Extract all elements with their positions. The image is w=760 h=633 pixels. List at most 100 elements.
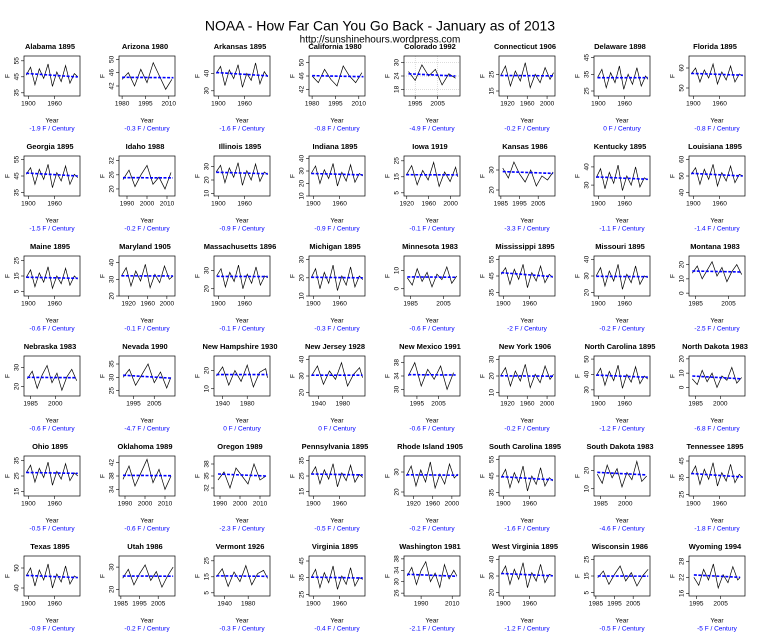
- x-axis-label: Year: [140, 618, 154, 625]
- trend-note: -0.1 F / Century: [219, 326, 265, 333]
- trend-note: -0.8 F / Century: [314, 126, 360, 133]
- y-axis-label: F: [195, 374, 202, 378]
- data-line: [405, 161, 459, 188]
- data-line: [122, 164, 172, 190]
- panel-title: South Carolina 1895: [489, 442, 561, 451]
- main-title: NOAA - How Far Can You Go Back - January…: [205, 18, 555, 34]
- y-tick-label: 30: [489, 355, 496, 363]
- trend-line: [216, 71, 268, 77]
- plot-frame: [498, 355, 556, 397]
- y-tick-label: 50: [299, 59, 306, 67]
- plot-frame: [498, 255, 556, 297]
- y-axis-label: F: [290, 474, 297, 478]
- x-tick-label: 1960: [237, 201, 252, 208]
- x-tick-label: 1995: [408, 101, 423, 108]
- data-line: [406, 461, 459, 490]
- y-tick-label: 50: [679, 84, 686, 92]
- y-tick-label: 20: [489, 589, 496, 597]
- x-tick-label: 1995: [132, 601, 147, 608]
- y-tick-label: 30: [204, 87, 211, 95]
- trend-line: [596, 176, 648, 181]
- x-tick-label: 1920: [400, 201, 415, 208]
- x-tick-label: 2005: [151, 601, 166, 608]
- x-tick-label: 1900: [686, 501, 701, 508]
- trend-line: [501, 572, 553, 577]
- x-tick-label: 1995: [126, 401, 141, 408]
- panel-title: Vermont 1926: [216, 542, 265, 551]
- trend-note: -0.1 F / Century: [409, 226, 455, 233]
- trend-note: -1.6 F / Century: [504, 526, 550, 533]
- data-line: [121, 264, 174, 289]
- x-axis-label: Year: [710, 318, 724, 325]
- x-tick-label: 1985: [688, 301, 703, 308]
- plot-frame: [213, 555, 271, 597]
- trend-note: -4.7 F / Century: [124, 426, 170, 433]
- x-axis-label: Year: [235, 418, 249, 425]
- y-tick-label: 40: [109, 259, 116, 267]
- panel-title: South Dakota 1983: [586, 442, 653, 451]
- x-tick-label: 2000: [160, 301, 175, 308]
- y-tick-label: 40: [584, 370, 591, 378]
- trend-note: -0.2 F / Century: [504, 126, 550, 133]
- x-axis-label: Year: [330, 118, 344, 125]
- plot-frame: [118, 555, 176, 597]
- y-tick-label: 10: [204, 189, 211, 197]
- y-tick-label: 35: [109, 360, 116, 368]
- plot-frame: [688, 555, 746, 597]
- x-tick-label: 1960: [712, 101, 727, 108]
- panel-title: Illinois 1895: [219, 142, 262, 151]
- trend-line: [216, 171, 268, 175]
- y-tick-label: 20: [109, 185, 116, 193]
- panel-title: West Virginia 1895: [492, 542, 558, 551]
- trend-line: [26, 574, 78, 579]
- y-tick-label: 20: [299, 274, 306, 282]
- plot-frame: [213, 55, 271, 97]
- x-tick-label: 2010: [162, 101, 177, 108]
- y-axis-label: F: [100, 174, 107, 178]
- panel-title: Florida 1895: [693, 42, 737, 51]
- trend-line: [26, 172, 78, 177]
- x-axis-label: Year: [520, 418, 534, 425]
- plot-frame: [118, 155, 176, 197]
- x-axis-label: Year: [520, 618, 534, 625]
- data-line: [690, 164, 743, 188]
- y-tick-label: 55: [14, 57, 21, 65]
- data-line: [25, 563, 78, 589]
- data-line: [122, 363, 172, 389]
- x-tick-label: 1960: [520, 101, 535, 108]
- trend-note: -5 F / Century: [697, 626, 737, 633]
- y-tick-label: 0: [679, 291, 686, 295]
- panel-title: Ohio 1895: [32, 442, 68, 451]
- y-tick-label: 40: [584, 163, 591, 171]
- y-tick-label: 20: [584, 467, 591, 475]
- y-tick-label: 38: [394, 555, 401, 563]
- y-tick-label: 20: [204, 285, 211, 293]
- y-tick-label: 45: [14, 73, 21, 81]
- plot-frame: [593, 355, 651, 397]
- x-tick-label: 1960: [332, 601, 347, 608]
- data-line: [692, 260, 743, 283]
- panel-title: Indiana 1895: [312, 142, 357, 151]
- x-tick-label: 2010: [352, 101, 367, 108]
- x-tick-label: 1900: [21, 601, 36, 608]
- y-axis-label: F: [670, 374, 677, 378]
- panel-title: Texas 1895: [30, 542, 69, 551]
- y-tick-label: 25: [109, 387, 116, 395]
- x-axis-label: Year: [235, 218, 249, 225]
- plot-frame: [213, 355, 271, 397]
- y-tick-label: 25: [394, 157, 401, 165]
- x-tick-label: 2005: [147, 401, 162, 408]
- trend-line: [26, 72, 78, 78]
- y-axis-label: F: [385, 574, 392, 578]
- panel-title: Rhode Island 1905: [397, 442, 463, 451]
- y-tick-label: 40: [299, 155, 306, 163]
- x-tick-label: 1900: [306, 301, 321, 308]
- panel-title: Maryland 1905: [119, 242, 171, 251]
- panel-title: Mississippi 1895: [495, 242, 554, 251]
- plot-frame: [498, 55, 556, 97]
- y-axis-label: F: [195, 174, 202, 178]
- x-axis-label: Year: [520, 118, 534, 125]
- data-line: [310, 163, 364, 187]
- y-axis-label: F: [5, 374, 12, 378]
- y-tick-label: 18: [394, 85, 401, 93]
